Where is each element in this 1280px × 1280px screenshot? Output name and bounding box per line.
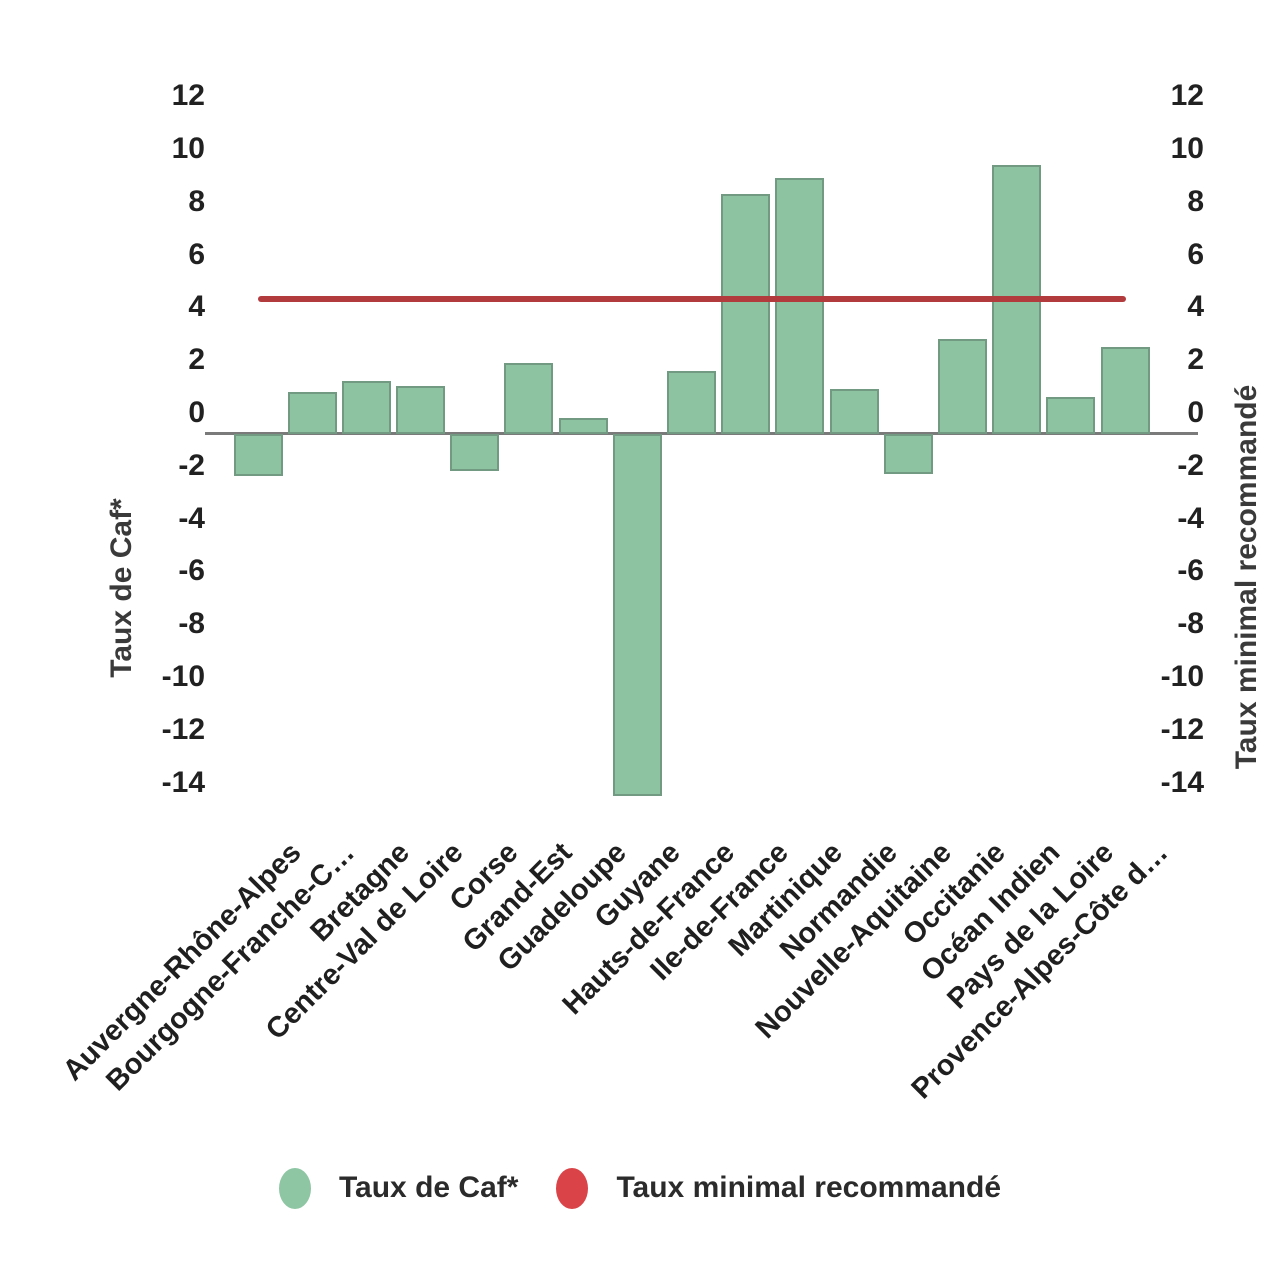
y-tick-right--6: -6 — [1177, 554, 1204, 588]
legend-item-taux-minimal[interactable]: Taux minimal recommandé — [556, 1167, 1002, 1209]
y-axis-title-right: Taux minimal recommandé — [1230, 384, 1263, 770]
y-tick-right--14: -14 — [1160, 765, 1204, 799]
y-tick-left--4: -4 — [178, 501, 205, 535]
y-tick-left-10: 10 — [171, 132, 205, 165]
y-tick-right-2: 2 — [1187, 343, 1204, 377]
bar-Occitanie[interactable] — [937, 338, 987, 434]
y-tick-left--6: -6 — [178, 554, 205, 588]
taux-minimal-line — [257, 296, 1126, 303]
y-tick-left-6: 6 — [188, 237, 205, 271]
y-tick-left--12: -12 — [161, 712, 205, 746]
y-tick-right-0: 0 — [1187, 396, 1204, 429]
y-tick-right--2: -2 — [1177, 448, 1204, 482]
y-tick-right--12: -12 — [1160, 712, 1204, 746]
bar-Martinique[interactable] — [775, 177, 825, 434]
y-tick-left--8: -8 — [178, 607, 205, 641]
bar-Centre-Val de Loire[interactable] — [396, 386, 446, 434]
bar-Nouvelle-Aquitaine[interactable] — [883, 434, 933, 474]
bar-Provence-Alpes-Côte d…[interactable] — [1100, 346, 1150, 434]
bar-Guyane[interactable] — [612, 434, 662, 796]
bar-Guadeloupe[interactable] — [558, 418, 608, 434]
legend-label: Taux de Caf* — [338, 1171, 519, 1204]
y-tick-left-8: 8 — [188, 184, 205, 218]
y-tick-left-0: 0 — [188, 396, 205, 429]
y-tick-left-2: 2 — [188, 343, 205, 377]
bar-Pays de la Loire[interactable] — [1046, 397, 1096, 434]
legend-label: Taux minimal recommandé — [616, 1171, 1002, 1204]
bar-Hauts-de-France[interactable] — [667, 370, 716, 434]
green-circle-icon — [278, 1167, 311, 1209]
x-label-Auvergne-Rhône-Alpes: Auvergne-Rhône-Alpes — [56, 836, 308, 1088]
y-tick-left--10: -10 — [161, 660, 205, 693]
bar-Bretagne[interactable] — [341, 381, 391, 434]
bar-Grand-Est[interactable] — [504, 362, 554, 434]
red-circle-icon — [556, 1167, 589, 1209]
legend-item-taux-de-caf[interactable]: Taux de Caf* — [278, 1167, 519, 1209]
bar-Normandie[interactable] — [829, 389, 879, 434]
bar-Bourgogne-Franche-C…[interactable] — [287, 391, 337, 434]
y-tick-right-4: 4 — [1187, 290, 1204, 324]
y-tick-right--4: -4 — [1177, 501, 1204, 535]
bar-Corse[interactable] — [450, 434, 500, 471]
y-tick-left--2: -2 — [178, 448, 205, 482]
y-tick-right-10: 10 — [1170, 132, 1204, 165]
y-tick-right-6: 6 — [1187, 237, 1204, 271]
legend: Taux de Caf* Taux minimal recommandé — [0, 1167, 1280, 1209]
y-tick-left-4: 4 — [188, 290, 205, 324]
bar-Auvergne-Rhône-Alpes[interactable] — [233, 434, 283, 477]
y-tick-right-12: 12 — [1170, 79, 1204, 113]
y-tick-right--10: -10 — [1160, 660, 1204, 693]
y-axis-title-left: Taux de Caf* — [105, 498, 138, 678]
y-tick-left--14: -14 — [161, 765, 205, 799]
y-tick-right--8: -8 — [1177, 607, 1204, 641]
y-tick-left-12: 12 — [171, 79, 205, 113]
y-tick-right-8: 8 — [1187, 184, 1204, 218]
bar-Ile-de-France[interactable] — [721, 193, 771, 434]
